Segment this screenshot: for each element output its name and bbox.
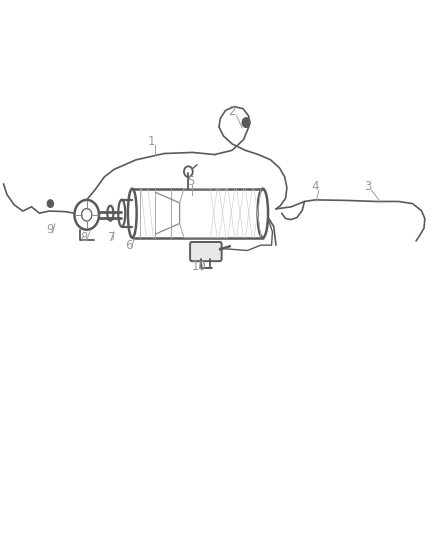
Text: 3: 3	[364, 180, 371, 193]
Text: 4: 4	[311, 180, 319, 193]
FancyBboxPatch shape	[190, 242, 222, 261]
Text: 6: 6	[125, 239, 133, 252]
Text: 9: 9	[46, 223, 54, 236]
Text: 1: 1	[147, 135, 155, 148]
Text: 10: 10	[192, 260, 207, 273]
Text: 5: 5	[187, 175, 194, 188]
Text: 8: 8	[81, 231, 88, 244]
Circle shape	[47, 200, 53, 207]
Text: 7: 7	[108, 231, 116, 244]
Text: 2: 2	[228, 106, 236, 118]
Circle shape	[242, 118, 250, 127]
